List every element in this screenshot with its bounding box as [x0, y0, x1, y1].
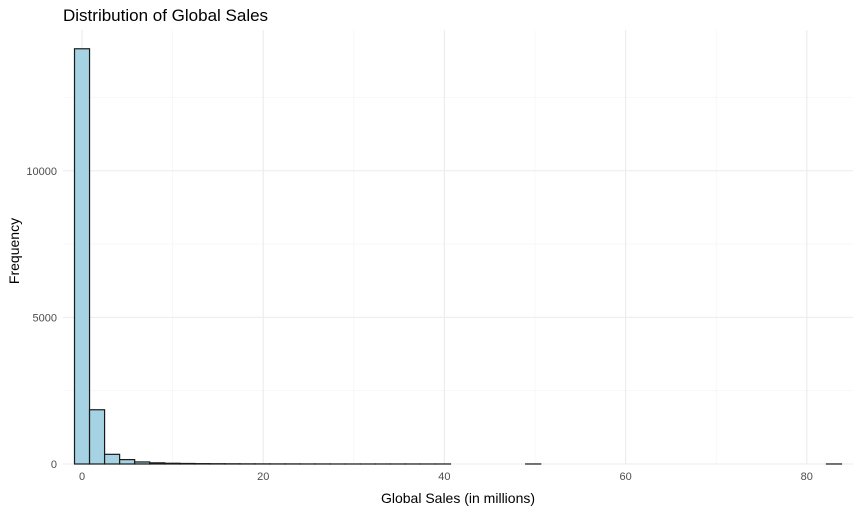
y-tick-label: 10000	[26, 166, 57, 178]
histogram-bar	[88, 409, 106, 465]
histogram-bar	[103, 453, 121, 465]
x-tick-label: 40	[438, 471, 450, 483]
x-axis-title: Global Sales (in millions)	[381, 490, 535, 506]
x-tick-label: 20	[257, 471, 269, 483]
chart-title: Distribution of Global Sales	[63, 6, 268, 25]
histogram-bar	[179, 462, 196, 465]
y-axis-title: Frequency	[6, 218, 22, 284]
x-axis-tick-labels: 0 20 40 60 80	[79, 471, 813, 483]
histogram-bar	[134, 461, 151, 465]
minor-gridlines	[63, 30, 853, 464]
histogram-bars	[73, 48, 843, 465]
y-tick-label: 5000	[33, 312, 57, 324]
major-gridlines	[63, 30, 853, 465]
y-axis-tick-labels: 0 5000 10000	[26, 166, 57, 471]
x-tick-label: 80	[801, 471, 813, 483]
histogram-bar	[149, 462, 166, 465]
histogram-bar	[73, 48, 91, 465]
x-tick-label: 60	[619, 471, 631, 483]
y-tick-label: 0	[51, 459, 57, 471]
histogram-bar	[119, 459, 136, 465]
x-tick-label: 0	[79, 471, 85, 483]
histogram-bar	[164, 462, 181, 465]
